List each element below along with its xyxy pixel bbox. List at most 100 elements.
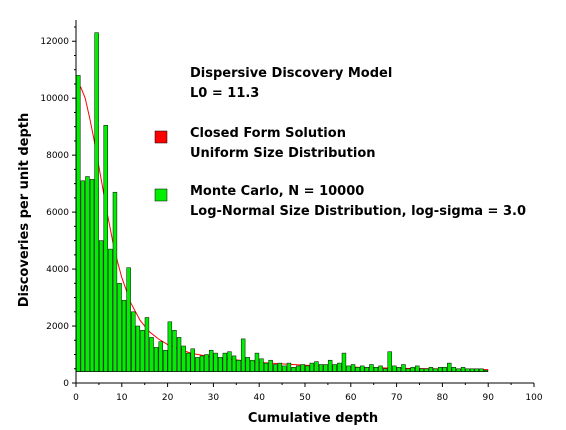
bar: [213, 352, 218, 372]
bar: [259, 358, 264, 372]
bar: [465, 368, 470, 372]
bar: [378, 365, 383, 372]
bar: [337, 362, 342, 372]
bar: [94, 32, 99, 372]
bar: [401, 364, 406, 372]
bar: [208, 349, 214, 372]
x-tick-label: 60: [345, 393, 357, 403]
bar: [451, 367, 457, 372]
legend-marker-closed-form: [154, 130, 168, 144]
legend-closed-form-line1: Closed Form Solution: [190, 126, 346, 141]
bar: [108, 248, 113, 372]
bar: [236, 359, 241, 372]
x-axis-title: Cumulative depth: [248, 411, 378, 426]
bar: [291, 367, 296, 372]
legend-marker-monte-carlo: [154, 188, 168, 202]
bar: [121, 300, 127, 372]
annotation-l0: L0 = 11.3: [190, 86, 259, 101]
bar: [369, 364, 374, 372]
bar: [222, 352, 228, 372]
bar: [231, 355, 237, 372]
bar: [469, 368, 475, 372]
bar: [195, 357, 200, 372]
bar: [346, 365, 351, 372]
x-tick-label: 10: [116, 393, 128, 403]
bar: [190, 348, 195, 372]
bar: [424, 368, 429, 372]
bar: [364, 367, 370, 372]
bar: [428, 367, 434, 372]
x-tick-label: 40: [253, 393, 265, 403]
bar: [199, 355, 205, 372]
y-tick-label: 10000: [40, 94, 69, 104]
bar: [332, 364, 337, 372]
bar: [153, 347, 159, 372]
bar: [254, 352, 260, 372]
bar: [282, 365, 287, 372]
bar: [300, 364, 305, 372]
y-tick-label: 4000: [46, 265, 69, 275]
y-tick-label: 12000: [40, 37, 69, 47]
bar: [98, 240, 104, 372]
y-axis-title: Discoveries per unit depth: [17, 113, 32, 308]
x-tick-label: 0: [73, 393, 79, 403]
bar: [314, 361, 319, 372]
bar: [204, 354, 209, 372]
bar: [268, 359, 273, 372]
bar: [456, 368, 461, 372]
bar: [460, 367, 466, 372]
bar: [167, 321, 173, 372]
bar: [135, 325, 141, 372]
x-tick-label: 100: [525, 393, 542, 403]
bar: [318, 364, 324, 372]
legend-closed-form-line2: Uniform Size Distribution: [190, 146, 376, 161]
bar: [80, 180, 86, 372]
bar: [350, 364, 356, 372]
bar: [172, 330, 177, 372]
x-tick-label: 90: [482, 393, 494, 403]
bar: [327, 359, 333, 372]
x-tick-label: 20: [162, 393, 174, 403]
bar: [442, 367, 447, 372]
bar: [341, 352, 347, 372]
bar: [373, 367, 379, 372]
bar: [419, 368, 424, 372]
bar: [474, 368, 479, 372]
bar: [245, 357, 250, 372]
bar: [415, 365, 420, 372]
bar: [323, 364, 328, 372]
bar: [479, 368, 484, 372]
bar: [176, 337, 182, 372]
bar: [103, 125, 108, 372]
annotation-title: Dispersive Discovery Model: [190, 66, 392, 81]
bar: [89, 179, 95, 372]
bar: [410, 367, 415, 372]
bar: [149, 337, 154, 372]
x-tick-label: 30: [208, 393, 220, 403]
bar: [387, 351, 392, 372]
bar: [227, 351, 232, 372]
bar: [186, 352, 191, 372]
bar: [360, 365, 365, 372]
bar: [263, 362, 269, 372]
bar: [277, 362, 283, 372]
bar: [181, 345, 186, 372]
y-tick-label: 6000: [46, 208, 69, 218]
bar: [273, 364, 278, 372]
bar: [382, 368, 388, 372]
bar: [85, 176, 90, 372]
bar: [163, 349, 168, 372]
bar: [76, 75, 81, 372]
bar: [240, 338, 246, 372]
x-tick-label: 70: [391, 393, 403, 403]
bar-series-layer: [76, 32, 489, 372]
bar: [144, 317, 150, 372]
x-tick-label: 50: [299, 393, 311, 403]
y-tick-label: 8000: [46, 151, 69, 161]
y-tick-label: 2000: [46, 322, 69, 332]
bar: [112, 191, 118, 372]
bar: [405, 368, 411, 372]
bar: [117, 283, 122, 372]
